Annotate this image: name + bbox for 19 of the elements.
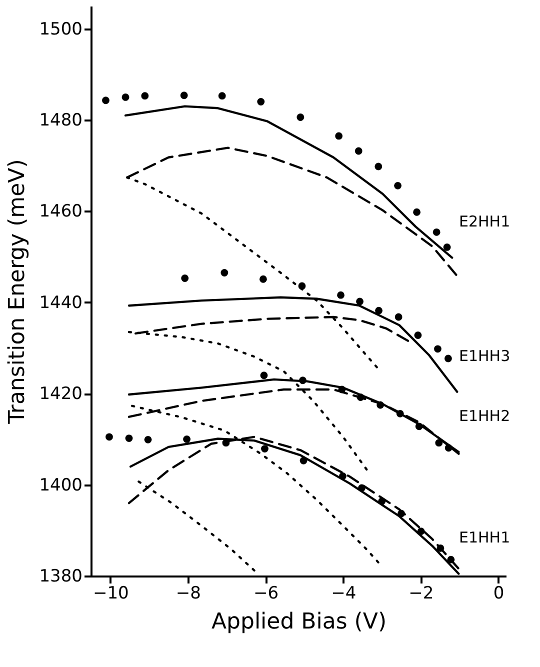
y-tick-label: 1380 (39, 566, 82, 586)
x-tick-label: −8 (176, 584, 201, 604)
x-axis-title: Applied Bias (V) (211, 610, 387, 634)
y-tick-label: 1460 (39, 202, 82, 222)
y-tick-label: 1500 (39, 19, 82, 40)
annotation: E2HH1 (459, 212, 510, 231)
y-axis-title: Transition Energy (meV) (5, 159, 30, 425)
x-tick-label: −4 (331, 584, 356, 604)
x-tick-label: −6 (254, 584, 279, 604)
annotation: E1HH1 (459, 528, 510, 547)
annotation: E1HH2 (459, 406, 510, 425)
x-tick-label: 0 (493, 584, 504, 604)
y-tick-label: 1400 (39, 475, 82, 496)
x-tick-label: −10 (92, 584, 129, 604)
y-tick-label: 1420 (39, 384, 82, 404)
y-tick-label: 1480 (39, 110, 82, 130)
y-tick-label: 1440 (39, 292, 82, 313)
annotation: E1HH3 (459, 346, 510, 365)
x-tick-label: −2 (408, 584, 434, 604)
